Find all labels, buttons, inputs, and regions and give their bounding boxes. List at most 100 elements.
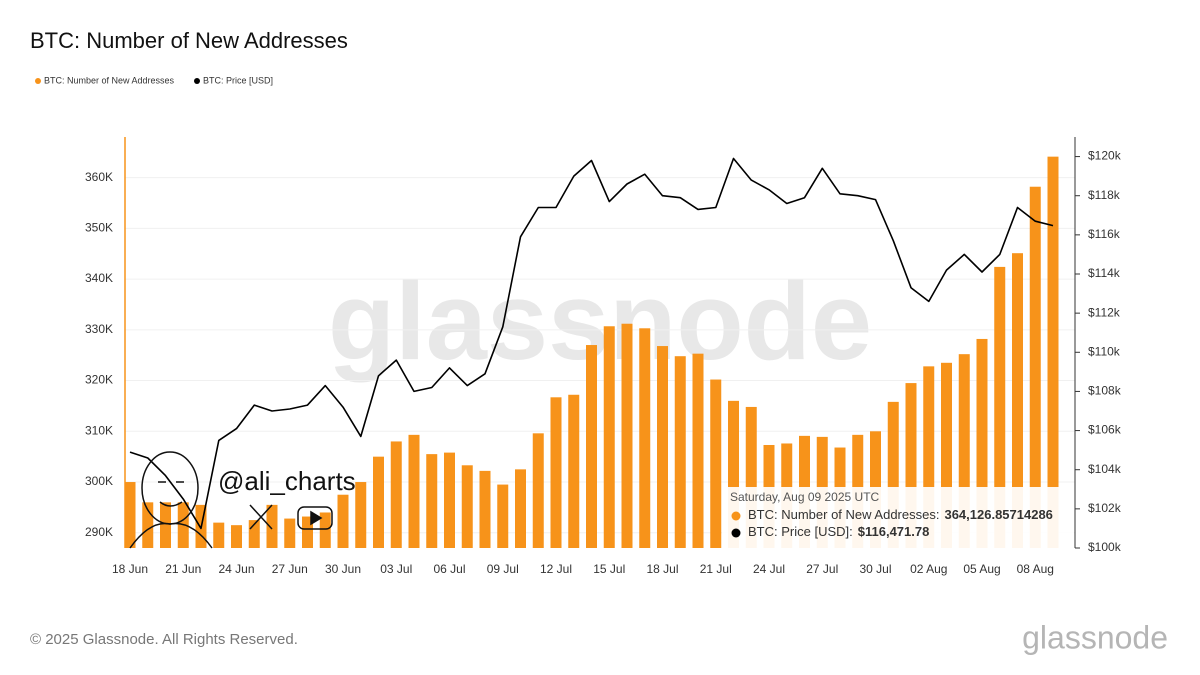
footer: © 2025 Glassnode. All Rights Reserved. [30, 631, 298, 648]
x-tick-label: 18 Jun [112, 562, 148, 576]
x-tick-label: 08 Aug [1017, 562, 1054, 576]
x-tick-label: 02 Aug [910, 562, 947, 576]
x-tick-label: 06 Jul [433, 562, 465, 576]
x-tick-label: 18 Jul [646, 562, 678, 576]
y-tick-label: 340K [85, 271, 113, 285]
avatar-features [158, 481, 184, 507]
y-tick-label: 300K [85, 474, 113, 488]
bar [408, 434, 420, 548]
x-tick-label: 05 Aug [963, 562, 1000, 576]
y-tick-label: 310K [85, 423, 113, 437]
legend-label: BTC: Number of New Addresses [44, 75, 175, 85]
bar [568, 394, 580, 548]
y-tick-label: 360K [85, 170, 113, 184]
avatar-body [129, 522, 213, 549]
bar [515, 469, 526, 548]
x-tick-label: 21 Jul [700, 562, 732, 576]
x-tick-label: 30 Jun [325, 562, 361, 576]
bar [1047, 156, 1059, 548]
bar [905, 383, 917, 548]
bar [444, 452, 455, 548]
tooltip-row: BTC: Number of New Addresses: 364,126.857… [748, 507, 1053, 522]
y-tick-label: 320K [85, 373, 113, 387]
y2-tick-label: $110k [1088, 344, 1121, 358]
bar [373, 456, 384, 548]
price-line [129, 157, 1054, 530]
bar [319, 512, 331, 548]
bar [710, 379, 722, 548]
bar [692, 353, 704, 548]
bar [603, 326, 615, 548]
bar [887, 401, 899, 548]
tooltip-value: $116,471.78 [858, 524, 930, 539]
bar [266, 504, 278, 548]
bar [124, 482, 136, 548]
bar [657, 346, 668, 548]
y-tick-label: 350K [85, 221, 113, 235]
x-tick-label: 27 Jul [806, 562, 838, 576]
x-tick-label: 15 Jul [593, 562, 625, 576]
y2-tick-label: $106k [1088, 423, 1122, 437]
bar [302, 516, 313, 548]
x-tick-label: 09 Jul [487, 562, 519, 576]
tooltip-box [722, 487, 1074, 548]
y2-tick-label: $102k [1088, 501, 1122, 515]
x-tick-label: 12 Jul [540, 562, 572, 576]
y2-tick-label: $118k [1088, 188, 1121, 202]
tooltip-value: 364,126.85714286 [944, 507, 1052, 522]
bar [479, 470, 491, 548]
bar [337, 494, 349, 548]
bar [941, 362, 952, 548]
bar [248, 520, 260, 548]
y-tick-label: 290K [85, 525, 113, 539]
bar [142, 502, 154, 548]
bar [674, 356, 686, 548]
tooltip: Saturday, Aug 09 2025 UTC BTC: Number of … [722, 487, 1074, 548]
tooltip-row: BTC: Price [USD]: $116,471.78 [748, 524, 929, 539]
bar [231, 525, 242, 548]
bar [550, 397, 562, 548]
chart-title: BTC: Number of New Addresses [30, 28, 348, 53]
tooltip-label: BTC: Number of New Addresses: [748, 507, 939, 522]
bar [355, 482, 367, 548]
y2-tick-label: $104k [1088, 462, 1122, 476]
bar [923, 366, 935, 548]
x-tick-label: 27 Jun [272, 562, 308, 576]
bar [213, 522, 225, 548]
bar [586, 345, 597, 548]
bar [958, 354, 970, 548]
tooltip-label: BTC: Price [USD]: [748, 524, 853, 539]
watermark: glassnode [328, 260, 872, 383]
y2-tick-label: $100k [1088, 540, 1122, 554]
tooltip-marker [731, 511, 741, 521]
x-tick-label: 24 Jul [753, 562, 785, 576]
x-tick-label: 03 Jul [380, 562, 412, 576]
y2-tick-label: $112k [1088, 305, 1121, 319]
bar [1012, 253, 1023, 548]
bar [745, 406, 757, 548]
tooltip-marker [731, 528, 741, 538]
x-icon [249, 504, 273, 530]
bar [639, 328, 651, 548]
x-tick-label: 30 Jul [859, 562, 891, 576]
plot: BTC: Number of New Addresses BTC: Price [… [35, 75, 1122, 576]
bar [1029, 186, 1041, 548]
bar [497, 484, 509, 548]
avatar [129, 451, 333, 549]
legend-marker [194, 78, 200, 84]
bar [994, 266, 1006, 548]
bar [621, 323, 633, 548]
youtube-icon [297, 506, 333, 530]
bar [284, 518, 296, 548]
youtube-play [310, 510, 323, 526]
y2-tick-label: $120k [1088, 149, 1122, 163]
x-tick-label: 24 Jun [218, 562, 254, 576]
tooltip-title: Saturday, Aug 09 2025 UTC [730, 490, 880, 504]
y-tick-label: 330K [85, 322, 113, 336]
y2-tick-label: $116k [1088, 227, 1121, 241]
y2-tick-label: $114k [1088, 266, 1121, 280]
legend-label: BTC: Price [USD] [203, 75, 273, 85]
bar [160, 502, 171, 548]
bar [728, 400, 739, 548]
